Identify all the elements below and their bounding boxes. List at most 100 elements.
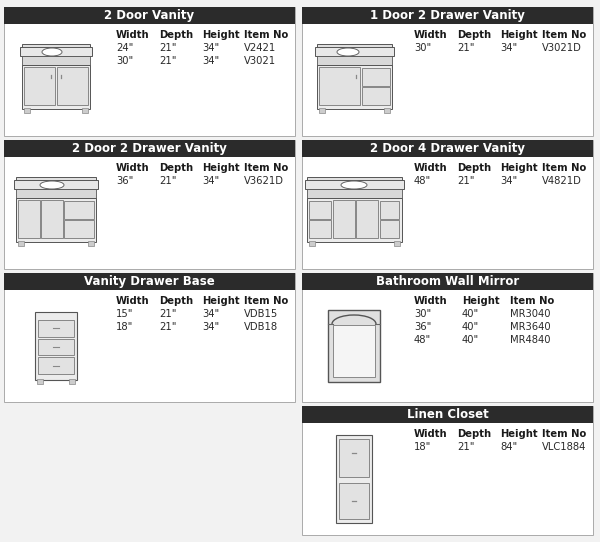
Bar — [20, 47, 92, 56]
Text: Height: Height — [462, 296, 500, 306]
Bar — [69, 379, 75, 384]
Bar — [307, 189, 401, 198]
Text: 18": 18" — [414, 442, 431, 452]
Bar — [4, 140, 295, 269]
Text: Depth: Depth — [457, 429, 491, 439]
Text: 40": 40" — [462, 322, 479, 332]
Text: 18": 18" — [116, 322, 133, 332]
Text: Height: Height — [500, 30, 538, 40]
Bar — [319, 67, 360, 105]
Bar — [356, 200, 378, 238]
Bar — [362, 87, 389, 105]
Text: 34": 34" — [202, 43, 219, 53]
Bar — [18, 241, 24, 246]
Text: 34": 34" — [500, 176, 517, 186]
Text: 48": 48" — [414, 176, 431, 186]
Bar — [314, 47, 394, 56]
Text: Height: Height — [202, 163, 239, 173]
Text: 84": 84" — [500, 442, 517, 452]
Text: 30": 30" — [414, 309, 431, 319]
Bar — [24, 67, 55, 105]
Text: VDB15: VDB15 — [244, 309, 278, 319]
Text: V3021: V3021 — [244, 56, 276, 66]
Bar — [4, 7, 295, 136]
Bar — [18, 200, 40, 238]
Text: 48": 48" — [414, 335, 431, 345]
Bar — [4, 273, 295, 402]
Bar — [22, 56, 90, 65]
Bar — [57, 67, 88, 105]
Bar — [319, 108, 325, 113]
Bar — [14, 180, 98, 189]
Text: Item No: Item No — [244, 163, 288, 173]
Bar — [302, 406, 593, 535]
Bar — [317, 44, 392, 49]
Text: 21": 21" — [159, 309, 176, 319]
Bar — [328, 310, 380, 382]
Bar — [38, 339, 74, 356]
Text: 21": 21" — [457, 442, 475, 452]
Text: 34": 34" — [202, 176, 219, 186]
Text: VDB18: VDB18 — [244, 322, 278, 332]
Bar — [4, 7, 295, 24]
Text: 30": 30" — [414, 43, 431, 53]
Text: Vanity Drawer Base: Vanity Drawer Base — [84, 275, 215, 288]
Text: 36": 36" — [414, 322, 431, 332]
Text: Height: Height — [500, 163, 538, 173]
Bar — [339, 439, 369, 477]
Bar — [41, 200, 62, 238]
Bar — [302, 273, 593, 290]
Bar — [38, 357, 74, 374]
Text: 34": 34" — [202, 309, 219, 319]
Bar — [339, 483, 369, 519]
Bar — [16, 177, 96, 182]
Text: 40": 40" — [462, 309, 479, 319]
Text: 15": 15" — [116, 309, 133, 319]
Ellipse shape — [42, 48, 62, 56]
Text: Depth: Depth — [159, 30, 193, 40]
Text: Item No: Item No — [510, 296, 554, 306]
Text: 1 Door 2 Drawer Vanity: 1 Door 2 Drawer Vanity — [370, 9, 525, 22]
Bar — [64, 201, 94, 219]
Text: Depth: Depth — [457, 30, 491, 40]
Ellipse shape — [337, 48, 359, 56]
Bar — [302, 7, 593, 24]
Text: 34": 34" — [202, 322, 219, 332]
Text: 30": 30" — [116, 56, 133, 66]
Text: Width: Width — [414, 296, 448, 306]
Text: MR3640: MR3640 — [510, 322, 551, 332]
Text: Item No: Item No — [542, 30, 586, 40]
Bar — [308, 241, 314, 246]
Bar — [317, 56, 392, 65]
Text: Height: Height — [202, 30, 239, 40]
Text: 34": 34" — [202, 56, 219, 66]
Text: Item No: Item No — [244, 296, 288, 306]
Text: 21": 21" — [159, 56, 176, 66]
Bar — [4, 273, 295, 290]
Text: V3621D: V3621D — [244, 176, 284, 186]
Bar — [302, 406, 593, 423]
Text: 34": 34" — [500, 43, 517, 53]
Text: 24": 24" — [116, 43, 133, 53]
Text: Depth: Depth — [457, 163, 491, 173]
Text: 36": 36" — [116, 176, 133, 186]
Bar — [305, 180, 404, 189]
Bar — [302, 273, 593, 402]
Bar — [383, 108, 389, 113]
Bar — [380, 220, 398, 238]
Bar — [35, 312, 77, 380]
Text: Item No: Item No — [542, 429, 586, 439]
Bar — [16, 189, 96, 198]
Text: Item No: Item No — [244, 30, 288, 40]
Bar — [394, 241, 400, 246]
Text: Item No: Item No — [542, 163, 586, 173]
Bar — [38, 320, 74, 337]
Bar — [22, 65, 90, 109]
Text: 2 Door 4 Drawer Vanity: 2 Door 4 Drawer Vanity — [370, 142, 525, 155]
Bar — [307, 177, 401, 182]
Text: 40": 40" — [462, 335, 479, 345]
Bar — [308, 201, 331, 219]
Text: Depth: Depth — [159, 163, 193, 173]
Bar — [336, 435, 372, 523]
Text: 21": 21" — [457, 43, 475, 53]
